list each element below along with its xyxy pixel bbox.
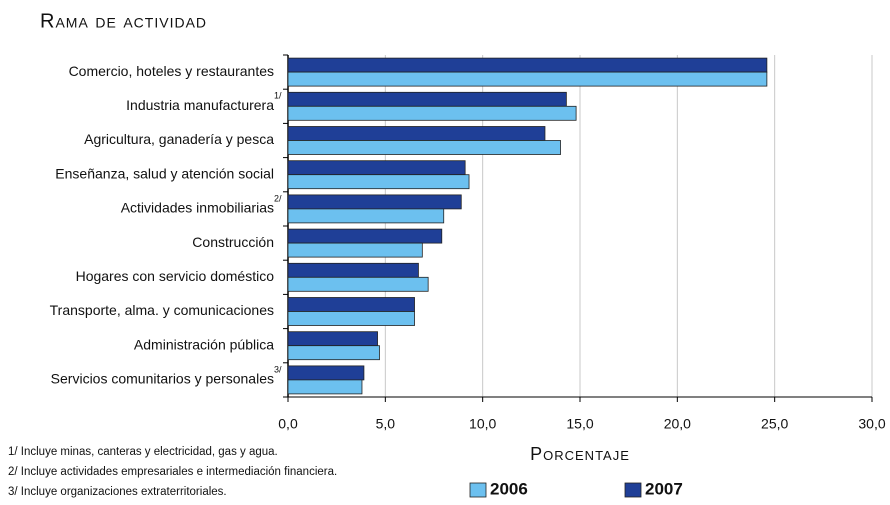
- bar: [287, 57, 768, 73]
- bar: [287, 71, 768, 87]
- x-axis-label: Porcentaje: [530, 444, 630, 464]
- bar: [287, 297, 415, 312]
- y-tick-label: Actividades inmobiliarias: [121, 200, 274, 216]
- y-tick-label: Servicios comunitarios y personales: [51, 371, 274, 387]
- footnote: 2/ Incluye actividades empresariales e i…: [8, 466, 337, 478]
- bar: [287, 262, 419, 278]
- bar: [287, 345, 380, 361]
- y-tick-label: Hogares con servicio doméstico: [76, 268, 275, 284]
- bar: [287, 365, 365, 381]
- legend-swatch: [624, 482, 642, 498]
- legend-label: 2007: [645, 479, 683, 498]
- footnote: 1/ Incluye minas, canteras y electricida…: [8, 446, 278, 458]
- bar: [287, 311, 415, 326]
- y-tick-label: Transporte, alma. y comunicaciones: [50, 302, 274, 318]
- bar: [287, 160, 466, 176]
- y-tick-label: Agricultura, ganadería y pesca: [84, 131, 274, 147]
- category-note: 2/: [274, 193, 282, 203]
- bar: [287, 126, 546, 141]
- x-tick-label: 30,0: [858, 416, 885, 432]
- bar: [287, 91, 567, 107]
- chart-title: Rama de actividad: [40, 10, 207, 32]
- bar: [287, 194, 462, 210]
- y-tick-label: Industria manufacturera: [126, 97, 274, 113]
- y-tick-label: Construcción: [192, 234, 274, 250]
- bar: [287, 242, 423, 258]
- bar: [287, 105, 577, 121]
- legend-label: 2006: [490, 479, 528, 498]
- bar: [287, 379, 363, 395]
- footnote: 3/ Incluye organizaciones extraterritori…: [8, 486, 227, 498]
- bar: [287, 140, 561, 155]
- category-note: 3/: [274, 364, 282, 374]
- legend-swatch: [469, 482, 487, 498]
- x-tick-label: 0,0: [278, 416, 298, 432]
- bar: [287, 276, 429, 292]
- y-tick-label: Comercio, hoteles y restaurantes: [69, 63, 274, 79]
- bar: [287, 331, 378, 347]
- y-tick-label: Enseñanza, salud y atención social: [55, 165, 274, 181]
- bar: [287, 174, 470, 190]
- y-tick-label: Administración pública: [134, 336, 274, 352]
- x-tick-label: 5,0: [376, 416, 396, 432]
- category-note: 1/: [274, 91, 282, 101]
- bar: [287, 228, 443, 244]
- x-tick-label: 10,0: [469, 416, 496, 432]
- bar: [287, 208, 445, 224]
- x-tick-label: 20,0: [664, 416, 691, 432]
- x-tick-label: 15,0: [566, 416, 593, 432]
- x-tick-label: 25,0: [761, 416, 788, 432]
